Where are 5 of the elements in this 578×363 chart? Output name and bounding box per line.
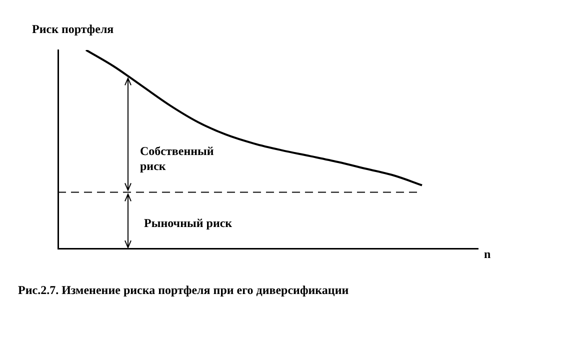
x-axis-title: n (484, 246, 491, 262)
annotation: Собственный риск (140, 144, 215, 174)
text: Рис.2.7. Изменение риска портфеля при его диверсификации (18, 282, 349, 298)
y-axis-title: Риск портфеля (32, 22, 114, 37)
ref-line-label: Рыночный риск (144, 216, 232, 232)
